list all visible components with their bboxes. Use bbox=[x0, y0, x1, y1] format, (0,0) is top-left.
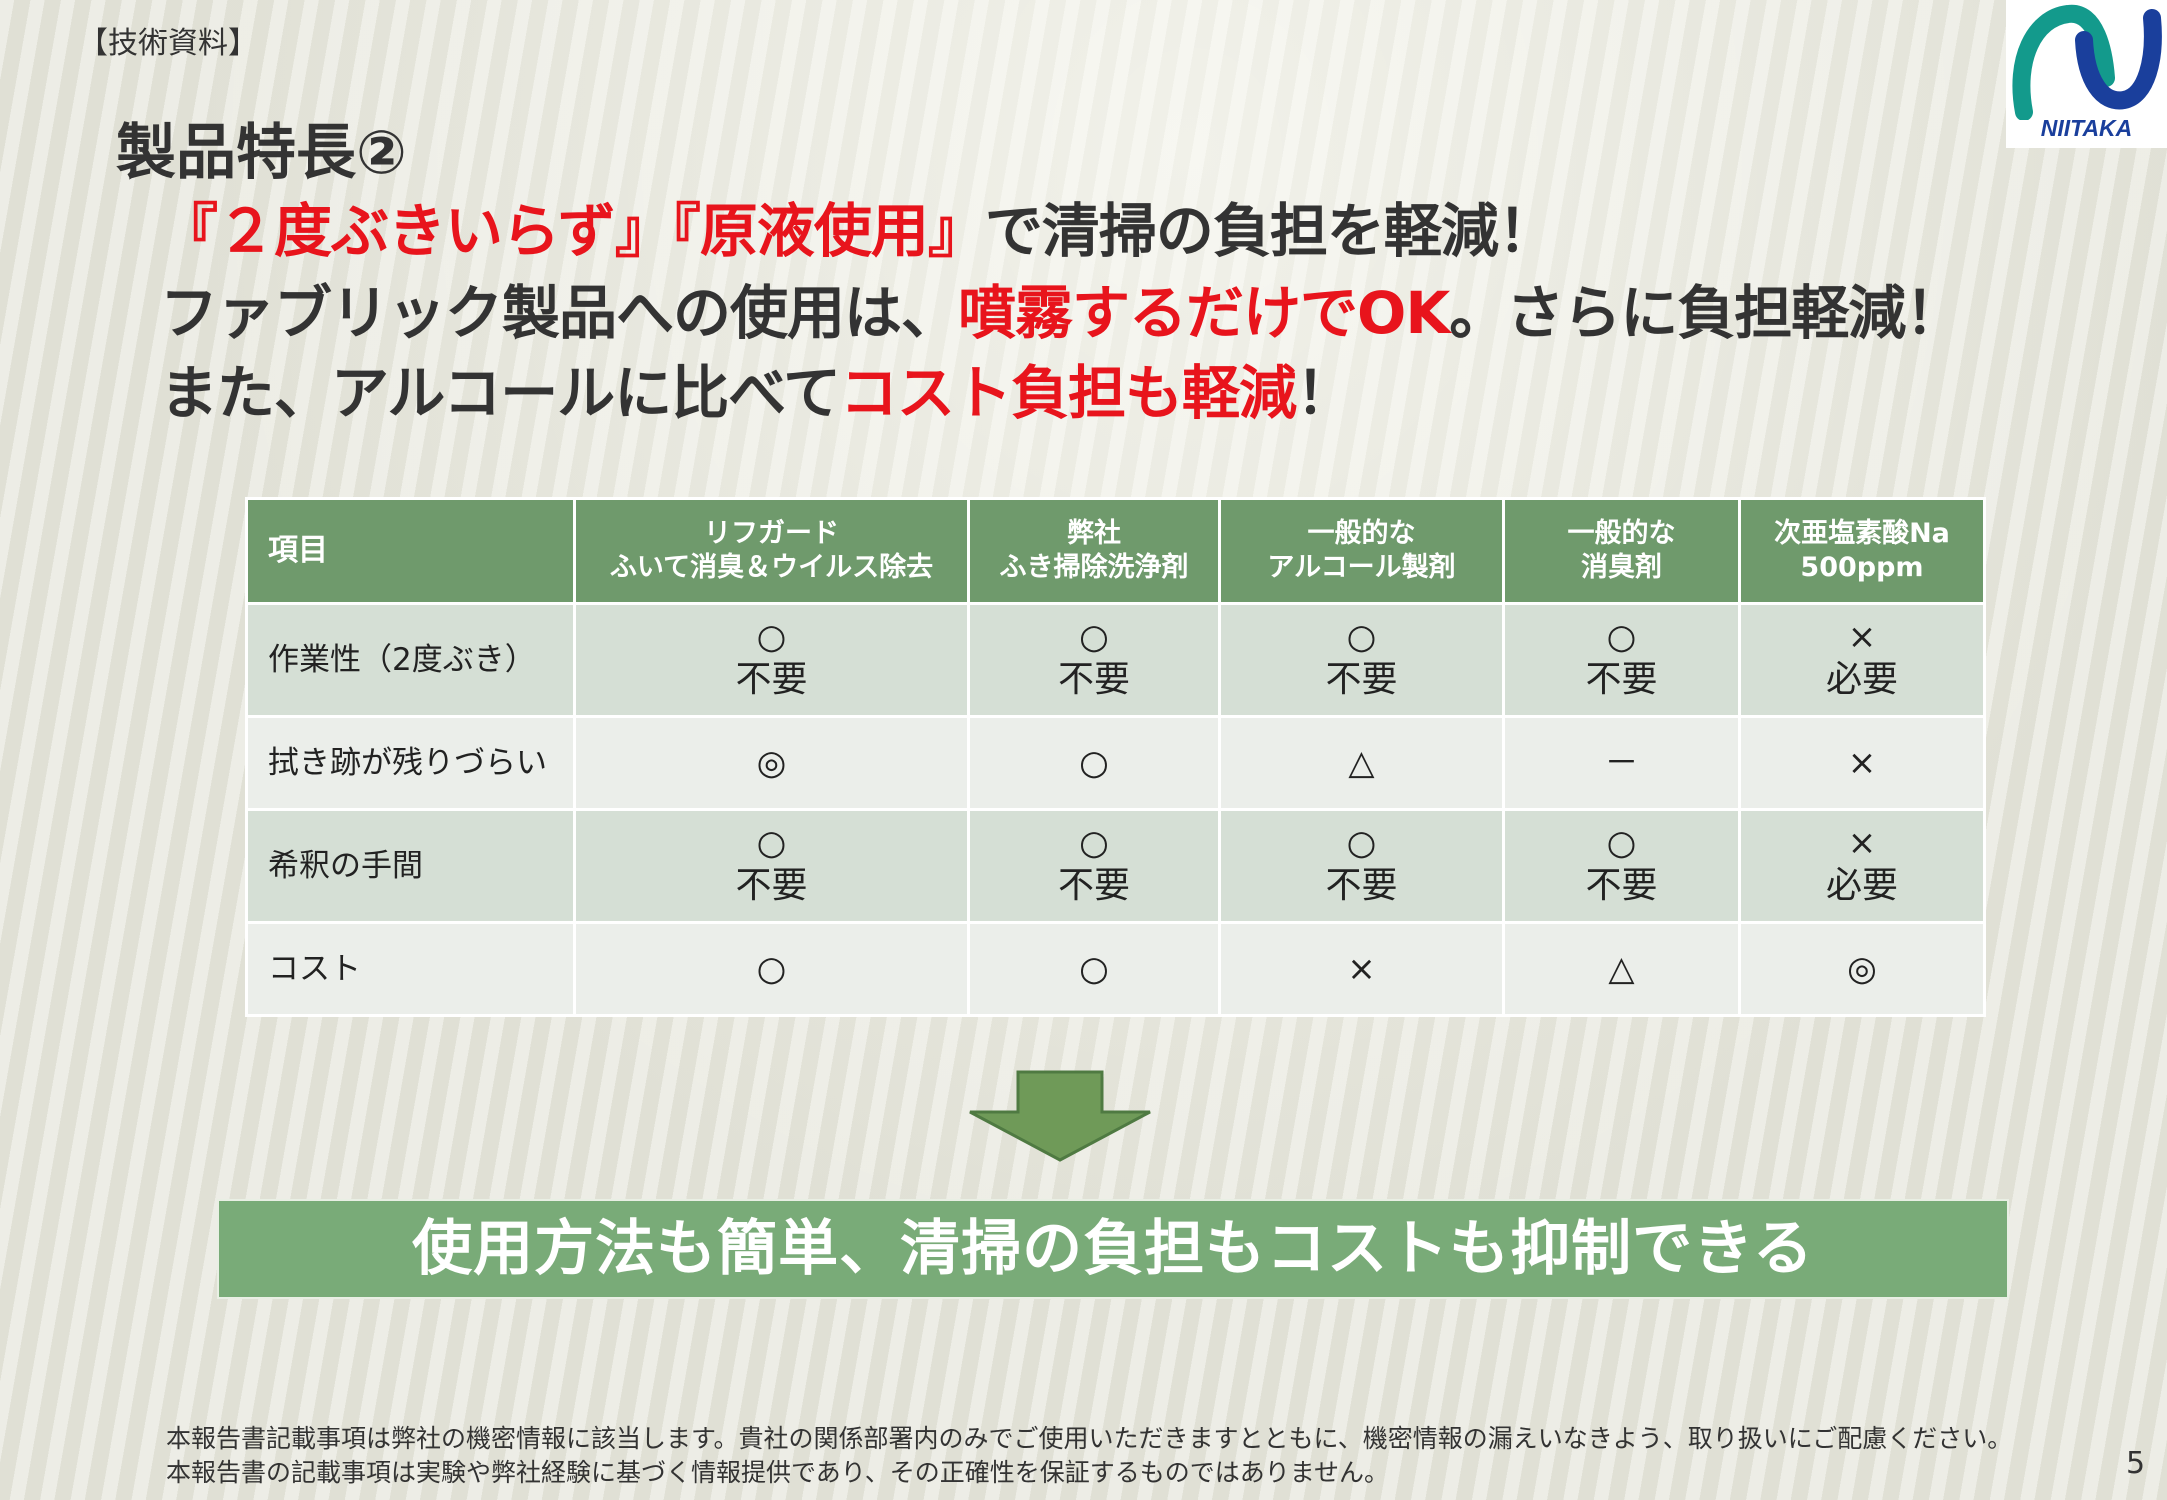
table-cell: ○ bbox=[967, 715, 1221, 811]
footer-line-2: 本報告書の記載事項は実験や弊社経験に基づく情報提供であり、その正確性を保証するも… bbox=[166, 1458, 1390, 1487]
table-row: コスト ○ ○ × △ ◎ bbox=[245, 921, 1986, 1017]
header-col-5: 次亜塩素酸Na 500ppm bbox=[1738, 497, 1986, 605]
table-row: 作業性（2度ぶき） ○ 不要 ○ 不要 ○ 不要 ○ 不要 × 必要 bbox=[245, 602, 1986, 718]
table-cell: － bbox=[1502, 715, 1741, 811]
table-cell: ○ 不要 bbox=[1218, 602, 1505, 718]
headline-2-post: 。さらに負担軽減！ bbox=[1449, 279, 1963, 347]
table-cell: △ bbox=[1502, 921, 1741, 1017]
down-arrow-icon bbox=[960, 1068, 1160, 1168]
row-label: 作業性（2度ぶき） bbox=[245, 602, 576, 718]
headline-3-post: ！ bbox=[1295, 359, 1354, 427]
headline-2-red: 噴霧するだけでOK bbox=[958, 279, 1450, 347]
table-row: 拭き跡が残りづらい ◎ ○ △ － × bbox=[245, 715, 1986, 811]
table-cell: ◎ bbox=[1738, 921, 1986, 1017]
footer-disclaimer: 本報告書記載事項は弊社の機密情報に該当します。貴社の関係部署内のみでご使用いただ… bbox=[166, 1422, 2012, 1490]
table-row: 希釈の手間 ○ 不要 ○ 不要 ○ 不要 ○ 不要 × 必要 bbox=[245, 808, 1986, 924]
table-cell: ○ 不要 bbox=[1218, 808, 1505, 924]
section-label: 【技術資料】 bbox=[78, 26, 258, 61]
header-col-2: 弊社 ふき掃除洗浄剤 bbox=[967, 497, 1221, 605]
headline-3-red: コスト負担も軽減 bbox=[839, 359, 1297, 427]
headline-line-1: 『２度ぶきいらず』『原液使用』で清掃の負担を軽減！ bbox=[160, 184, 1556, 268]
table-cell: ○ 不要 bbox=[1502, 602, 1741, 718]
table-cell: × 必要 bbox=[1738, 808, 1986, 924]
table-cell: ○ bbox=[967, 921, 1221, 1017]
headline-1-red: 『２度ぶきいらず』『原液使用』 bbox=[160, 197, 986, 265]
row-label: コスト bbox=[245, 921, 576, 1017]
page-number: 5 bbox=[2126, 1446, 2146, 1481]
headline-line-3: また、アルコールに比べてコスト負担も軽減！ bbox=[160, 346, 1354, 430]
table-cell: ◎ bbox=[573, 715, 970, 811]
table-cell: ○ 不要 bbox=[967, 808, 1221, 924]
header-col-4: 一般的な 消臭剤 bbox=[1502, 497, 1741, 605]
headline-1-rest: で清掃の負担を軽減！ bbox=[984, 197, 1556, 265]
headline-2-pre: ファブリック製品への使用は、 bbox=[160, 279, 959, 347]
table-cell: △ bbox=[1218, 715, 1505, 811]
footer-line-1: 本報告書記載事項は弊社の機密情報に該当します。貴社の関係部署内のみでご使用いただ… bbox=[166, 1424, 2013, 1453]
niitaka-logo: NIITAKA bbox=[2006, 0, 2167, 148]
table-cell: ○ 不要 bbox=[1502, 808, 1741, 924]
headline-3-pre: また、アルコールに比べて bbox=[160, 359, 841, 427]
table-cell: ○ 不要 bbox=[573, 808, 970, 924]
logo-text: NIITAKA bbox=[2040, 115, 2133, 141]
row-label: 拭き跡が残りづらい bbox=[245, 715, 576, 811]
page-title: 製品特長② bbox=[116, 118, 407, 188]
table-cell: ○ bbox=[573, 921, 970, 1017]
comparison-table: 項目 リフガード ふいて消臭＆ウイルス除去 弊社 ふき掃除洗浄剤 一般的な アルコール… bbox=[245, 497, 1986, 1017]
table-cell: × bbox=[1738, 715, 1986, 811]
header-col-1: リフガード ふいて消臭＆ウイルス除去 bbox=[573, 497, 970, 605]
row-label: 希釈の手間 bbox=[245, 808, 576, 924]
header-col-3: 一般的な アルコール製剤 bbox=[1218, 497, 1505, 605]
table-cell: ○ 不要 bbox=[573, 602, 970, 718]
conclusion-banner: 使用方法も簡単、清掃の負担もコストも抑制できる bbox=[217, 1199, 2009, 1299]
header-item: 項目 bbox=[245, 497, 576, 605]
table-cell: × 必要 bbox=[1738, 602, 1986, 718]
headline-line-2: ファブリック製品への使用は、噴霧するだけでOK。さらに負担軽減！ bbox=[160, 266, 1963, 350]
table-cell: × bbox=[1218, 921, 1505, 1017]
table-cell: ○ 不要 bbox=[967, 602, 1221, 718]
